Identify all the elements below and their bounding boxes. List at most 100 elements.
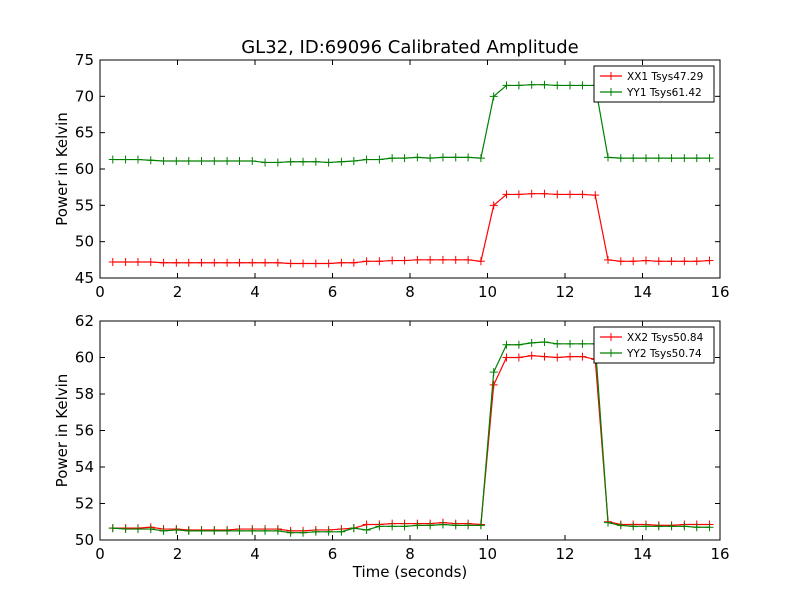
y-tick-label: 75 [75, 51, 94, 69]
data-point-marker [502, 340, 511, 349]
data-point-marker [146, 525, 155, 534]
data-point-marker [400, 256, 409, 265]
legend-marker [607, 349, 615, 357]
x-tick-label: 4 [250, 545, 260, 563]
data-point-marker [210, 526, 219, 535]
data-point-marker [692, 257, 701, 266]
data-point-marker [616, 521, 625, 530]
data-point-marker [197, 258, 206, 267]
data-point-marker [261, 158, 270, 167]
data-point-marker [527, 80, 536, 89]
legend-marker [607, 72, 615, 80]
data-point-marker [566, 81, 575, 90]
legend [593, 326, 715, 364]
x-tick-label: 14 [633, 283, 652, 301]
data-point-marker [273, 258, 282, 267]
data-point-marker [629, 522, 638, 531]
data-point-marker [375, 155, 384, 164]
y-tick-label: 60 [75, 349, 94, 367]
data-point-marker [400, 154, 409, 163]
x-tick-label: 10 [478, 545, 497, 563]
data-point-marker [540, 337, 549, 346]
y-tick-label: 45 [75, 269, 94, 287]
data-point-marker [311, 259, 320, 268]
data-point-marker [578, 339, 587, 348]
data-point-marker [362, 257, 371, 266]
y-tick-label: 52 [75, 495, 94, 513]
data-point-marker [121, 525, 130, 534]
data-point-marker [273, 526, 282, 535]
data-point-marker [337, 157, 346, 166]
data-point-marker [667, 257, 676, 266]
data-point-marker [566, 339, 575, 348]
x-tick-label: 16 [710, 283, 729, 301]
data-point-marker [388, 154, 397, 163]
data-point-marker [654, 154, 663, 163]
data-point-marker [146, 156, 155, 165]
data-point-marker [540, 352, 549, 361]
data-point-marker [553, 81, 562, 90]
data-point-marker [426, 255, 435, 264]
data-point-marker [578, 352, 587, 361]
data-point-marker [641, 522, 650, 531]
data-point-marker [553, 339, 562, 348]
data-point-marker [299, 528, 308, 537]
data-point-marker [426, 154, 435, 163]
data-point-marker [362, 525, 371, 534]
data-point-marker [438, 520, 447, 529]
data-point-marker [388, 256, 397, 265]
data-point-marker [667, 522, 676, 531]
legend-label: XX2 Tsys50.84 [627, 332, 704, 344]
y-tick-label: 70 [75, 87, 94, 105]
data-point-marker [210, 258, 219, 267]
y-tick-label: 56 [75, 422, 94, 440]
data-point-marker [705, 523, 714, 532]
data-point-marker [527, 351, 536, 360]
data-point-marker [476, 154, 485, 163]
data-point-marker [349, 524, 358, 533]
data-point-marker [324, 527, 333, 536]
data-point-marker [667, 154, 676, 163]
data-point-marker [438, 153, 447, 162]
data-point-marker [705, 154, 714, 163]
data-point-marker [286, 157, 295, 166]
x-tick-label: 12 [555, 545, 574, 563]
data-point-marker [413, 153, 422, 162]
data-point-marker [527, 189, 536, 198]
legend-marker [607, 88, 615, 96]
legend-marker [607, 333, 615, 341]
x-tick-label: 2 [173, 545, 183, 563]
x-tick-label: 14 [633, 545, 652, 563]
data-point-marker [489, 201, 498, 210]
data-point-marker [108, 258, 117, 267]
x-tick-label: 12 [555, 283, 574, 301]
data-point-marker [514, 81, 523, 90]
data-point-marker [311, 527, 320, 536]
data-point-marker [502, 353, 511, 362]
data-point-marker [566, 352, 575, 361]
data-point-marker [172, 258, 181, 267]
data-point-marker [705, 256, 714, 265]
data-point-marker [464, 153, 473, 162]
x-tick-label: 4 [250, 283, 260, 301]
data-point-marker [362, 155, 371, 164]
data-point-marker [680, 522, 689, 531]
legend-label: YY1 Tsys61.42 [626, 87, 702, 99]
data-point-marker [438, 255, 447, 264]
x-tick-label: 0 [95, 283, 105, 301]
data-point-marker [159, 258, 168, 267]
y-tick-label: 55 [75, 196, 94, 214]
data-point-marker [299, 259, 308, 268]
data-point-marker [184, 157, 193, 166]
data-point-marker [604, 518, 613, 527]
data-point-marker [578, 190, 587, 199]
data-point-marker [566, 190, 575, 199]
data-point-marker [197, 526, 206, 535]
data-point-marker [489, 368, 498, 377]
data-point-marker [629, 257, 638, 266]
data-point-marker [286, 528, 295, 537]
data-point-marker [514, 190, 523, 199]
data-point-marker [210, 157, 219, 166]
x-tick-label: 8 [405, 283, 415, 301]
data-point-marker [527, 338, 536, 347]
